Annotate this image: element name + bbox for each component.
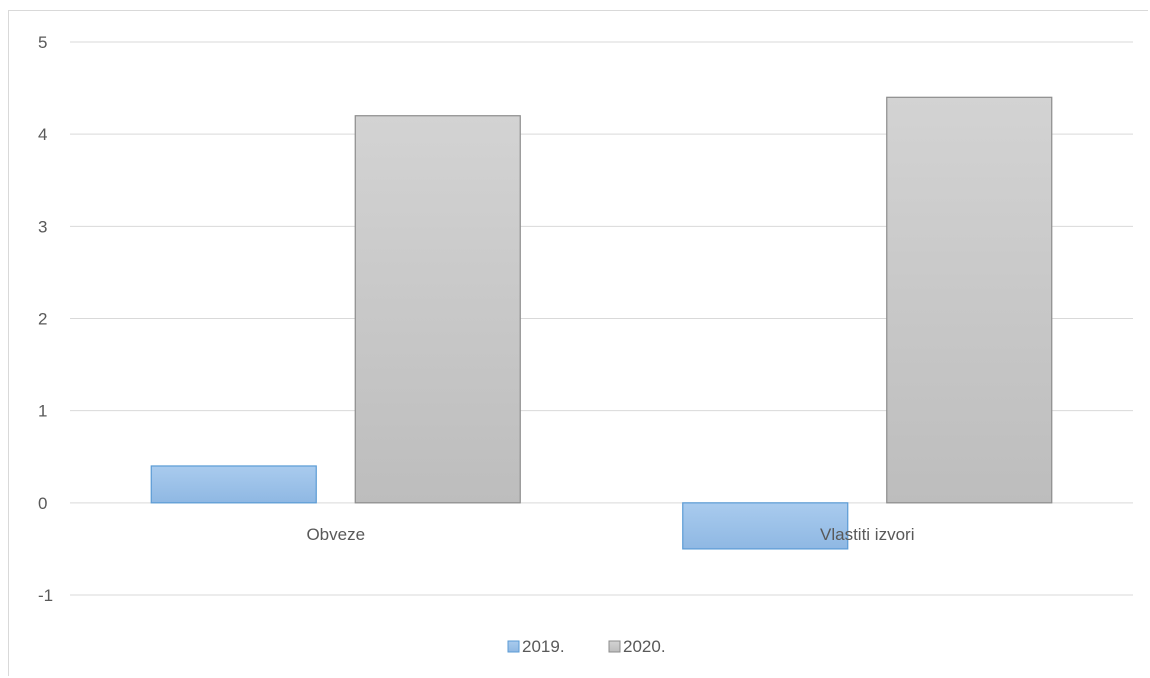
bar-1-0 xyxy=(682,502,849,550)
legend: 2019. 2020. xyxy=(507,637,666,656)
bar-0-0 xyxy=(150,465,317,504)
bar-1-1 xyxy=(886,96,1053,504)
legend-swatch xyxy=(507,640,520,653)
bar-0-1 xyxy=(354,115,521,504)
x-axis: Obveze Vlastiti izvori xyxy=(306,525,914,544)
bars xyxy=(150,96,1053,550)
y-tick-label: 2 xyxy=(38,310,47,329)
y-tick-label: 3 xyxy=(38,217,47,236)
y-tick-label: 4 xyxy=(38,125,47,144)
legend-label: 2019. xyxy=(522,637,565,656)
chart-frame xyxy=(8,10,1148,676)
category-label: Obveze xyxy=(306,525,365,544)
y-axis: 5 4 3 2 1 0 -1 xyxy=(38,33,53,605)
category-label: Vlastiti izvori xyxy=(820,525,914,544)
y-tick-label: -1 xyxy=(38,586,53,605)
y-tick-label: 5 xyxy=(38,33,47,52)
y-tick-label: 1 xyxy=(38,402,47,421)
legend-label: 2020. xyxy=(623,637,666,656)
legend-swatch xyxy=(608,640,621,653)
y-tick-label: 0 xyxy=(38,494,47,513)
